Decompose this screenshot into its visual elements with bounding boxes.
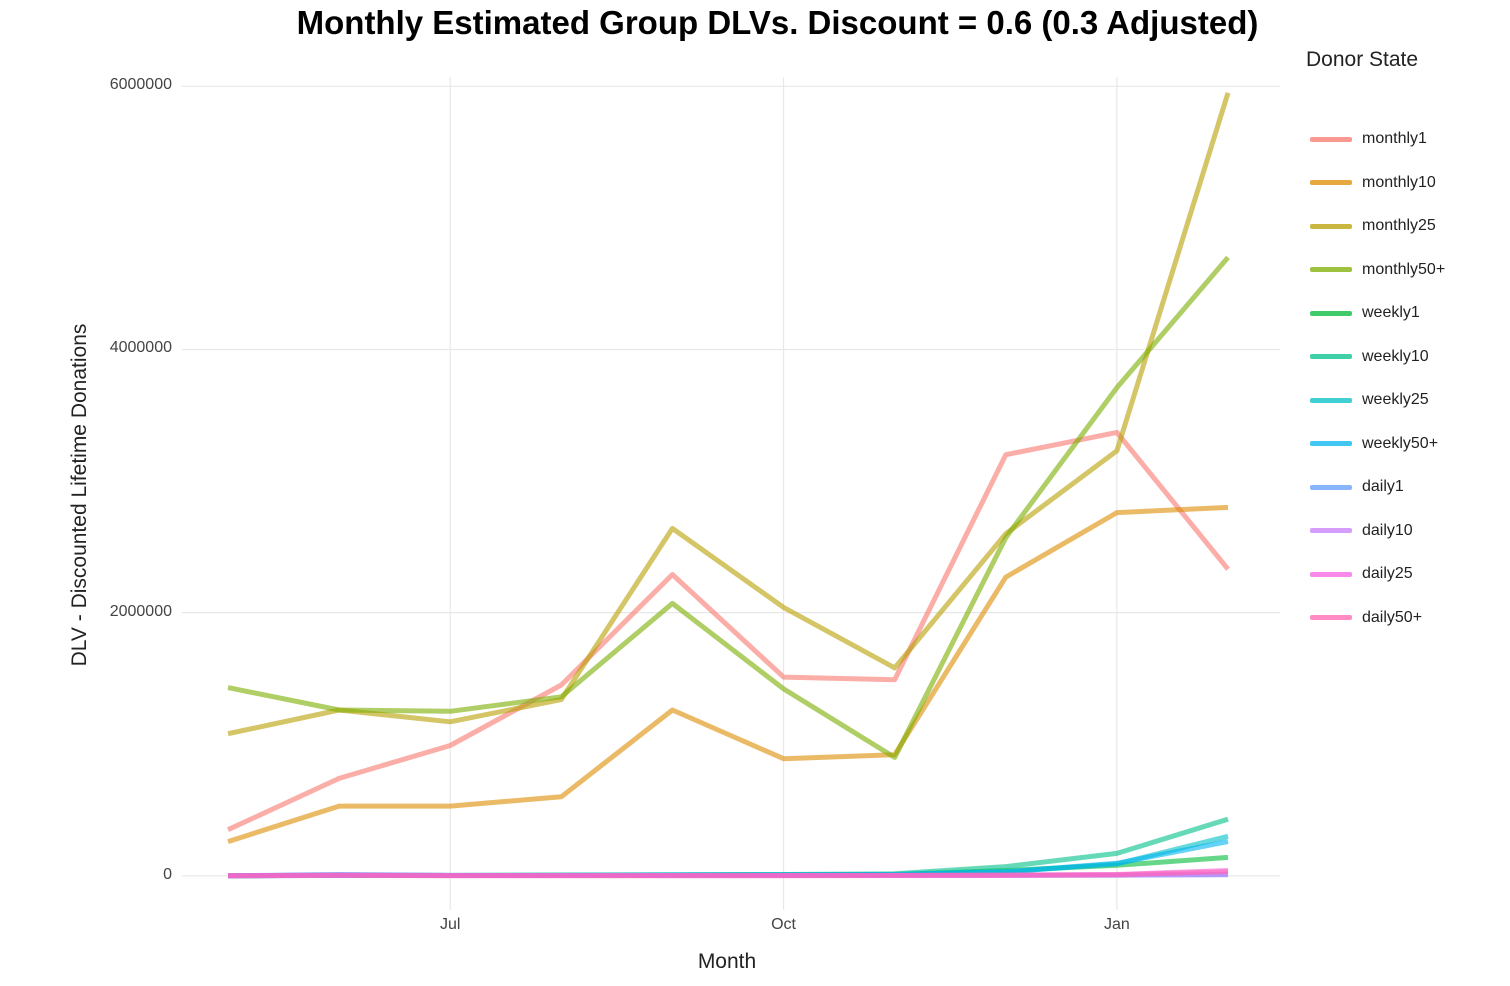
legend-swatch — [1310, 223, 1352, 229]
legend-swatch — [1310, 180, 1352, 185]
legend-label: daily10 — [1362, 521, 1413, 539]
series-line-monthly50-plus — [227, 255, 1230, 760]
legend-item-weekly50-plus[interactable]: weekly50+ — [1310, 429, 1438, 459]
y-axis-title: DLV - Discounted Lifetime Donations — [68, 323, 91, 667]
grid-lines — [182, 77, 1280, 910]
legend-item-monthly25[interactable]: monthly25 — [1310, 211, 1436, 241]
legend-item-monthly1[interactable]: monthly1 — [1310, 124, 1427, 154]
legend-label: daily1 — [1362, 478, 1404, 495]
series-line-monthly10 — [227, 504, 1229, 844]
x-tick-label: Jul — [439, 916, 461, 933]
y-tick-label: 4000000 — [109, 339, 172, 357]
line-chart — [182, 77, 1280, 910]
legend-swatch — [1310, 267, 1352, 272]
legend-label: monthly1 — [1362, 130, 1427, 147]
legend-item-daily1[interactable]: daily1 — [1310, 472, 1404, 502]
x-tick-label: Oct — [771, 916, 796, 933]
legend-swatch — [1310, 354, 1352, 359]
legend-item-weekly10[interactable]: weekly10 — [1310, 342, 1429, 372]
legend-swatch — [1310, 310, 1352, 316]
legend-label: weekly25 — [1362, 391, 1429, 408]
legend-swatch — [1310, 571, 1352, 577]
legend-swatch — [1310, 528, 1352, 533]
legend-label: weekly10 — [1362, 347, 1429, 365]
legend-swatch — [1310, 397, 1352, 403]
series-line-daily50-plus — [227, 869, 1229, 879]
legend-item-monthly10[interactable]: monthly10 — [1310, 168, 1436, 198]
chart-title: Monthly Estimated Group DLVs. Discount =… — [296, 4, 1259, 41]
x-tick-label: Jan — [1103, 916, 1130, 933]
legend-label: daily50+ — [1362, 608, 1423, 626]
legend-label: daily25 — [1362, 565, 1413, 582]
legend-label: monthly50+ — [1362, 260, 1446, 278]
legend-swatch — [1310, 441, 1352, 446]
legend-label: monthly10 — [1362, 173, 1436, 191]
legend-item-daily10[interactable]: daily10 — [1310, 516, 1413, 546]
legend-swatch — [1310, 136, 1352, 142]
series-lines — [226, 92, 1231, 879]
legend-title: Donor State — [1306, 48, 1419, 71]
legend-label: monthly25 — [1362, 217, 1436, 234]
legend-swatch — [1310, 615, 1352, 620]
legend-item-daily25[interactable]: daily25 — [1310, 559, 1413, 589]
legend-swatch — [1310, 484, 1352, 490]
y-tick-label: 6000000 — [109, 76, 172, 94]
legend-label: weekly50+ — [1362, 434, 1439, 452]
y-tick-label: 0 — [163, 865, 172, 883]
series-line-monthly1 — [226, 429, 1230, 832]
x-axis-title: Month — [697, 950, 757, 973]
y-tick-label: 2000000 — [109, 602, 172, 620]
series-line-monthly25 — [227, 92, 1231, 737]
legend-item-monthly50-plus[interactable]: monthly50+ — [1310, 255, 1445, 285]
legend-item-weekly25[interactable]: weekly25 — [1310, 385, 1429, 415]
legend-item-daily50-plus[interactable]: daily50+ — [1310, 603, 1422, 633]
legend-label: weekly1 — [1362, 304, 1420, 321]
legend-item-weekly1[interactable]: weekly1 — [1310, 298, 1420, 328]
